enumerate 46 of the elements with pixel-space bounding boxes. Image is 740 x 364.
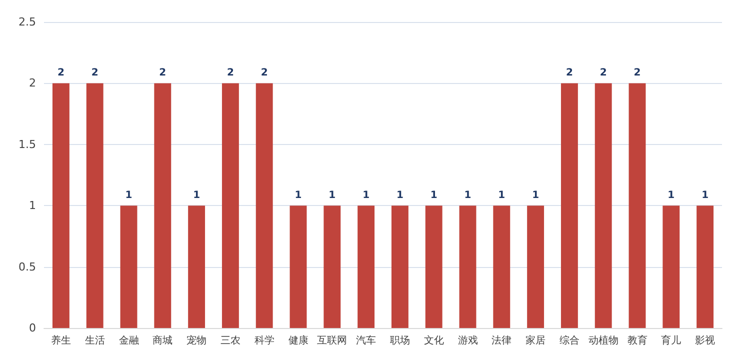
y-tick-label: 1.5: [18, 138, 36, 151]
y-tick-label: 0: [29, 322, 36, 334]
data-label: 2: [566, 68, 573, 79]
data-label: 1: [125, 190, 132, 202]
data-label: 2: [226, 68, 234, 79]
x-tick-label: 科学: [254, 334, 274, 346]
x-tick-label: 宠物: [186, 334, 207, 346]
y-tick-label: 0.5: [18, 260, 36, 274]
x-tick-label: 游戏: [458, 334, 478, 346]
y-tick-label: 2: [29, 76, 36, 90]
x-tick-label: 文化: [424, 334, 444, 346]
data-label: 1: [294, 190, 302, 202]
data-label: 1: [532, 190, 540, 202]
data-label: 2: [57, 68, 64, 79]
x-tick-label: 金融: [118, 334, 139, 346]
x-tick-label: 商城: [152, 334, 173, 346]
x-tick-label: 三农: [220, 336, 240, 346]
y-tick-label: 2.5: [18, 16, 36, 28]
x-tick-label: 健康: [288, 334, 308, 346]
data-label: 1: [328, 190, 336, 202]
x-tick-label: 家居: [526, 334, 546, 346]
data-label: 1: [464, 190, 472, 202]
data-label: 1: [702, 190, 709, 202]
data-label: 2: [600, 68, 607, 79]
x-tick-label: 教育: [627, 334, 648, 346]
x-tick-label: 影视: [695, 334, 716, 346]
x-tick-label: 生活: [84, 334, 105, 346]
data-label: 1: [498, 190, 506, 202]
data-label: 1: [396, 190, 404, 202]
x-tick-label: 互联网: [317, 334, 348, 346]
data-label: 1: [193, 190, 200, 202]
y-tick-label: 1: [29, 199, 36, 212]
data-label: 1: [430, 190, 438, 202]
data-label: 2: [159, 68, 166, 79]
data-label: 2: [260, 68, 268, 79]
x-tick-label: 法律: [492, 334, 512, 346]
x-tick-label: 综合: [559, 334, 580, 346]
data-label: 2: [634, 68, 641, 79]
data-label: 2: [91, 68, 98, 79]
data-label: 1: [668, 190, 675, 202]
x-tick-label: 职场: [390, 334, 410, 346]
x-tick-label: 动植物: [588, 334, 618, 346]
data-label: 1: [362, 190, 370, 202]
x-tick-label: 汽车: [356, 334, 376, 346]
x-tick-label: 养生: [50, 334, 71, 346]
x-tick-label: 育儿: [661, 334, 682, 346]
